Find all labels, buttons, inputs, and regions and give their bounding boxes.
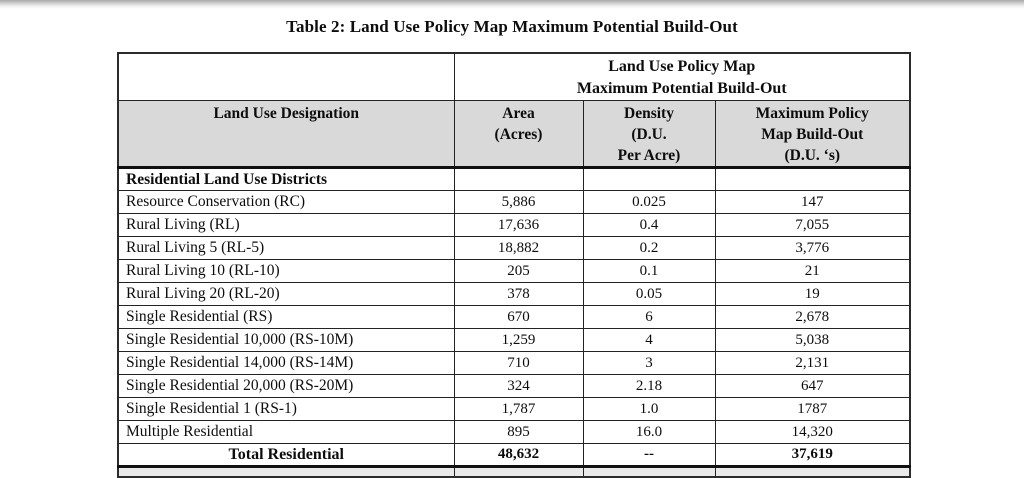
table-cell bbox=[582, 166, 716, 191]
total-buildout: 37,619 bbox=[714, 443, 911, 468]
span-header-cell: Land Use Policy Map Maximum Potential Bu… bbox=[453, 52, 911, 101]
table-cell: 3 bbox=[582, 351, 716, 375]
table-row: Single Residential 14,000 (RS-14M) 710 3… bbox=[117, 351, 911, 375]
table-cell: Single Residential 14,000 (RS-14M) bbox=[117, 351, 455, 375]
table-cell bbox=[117, 466, 455, 477]
table-cell bbox=[453, 466, 584, 477]
table-cell: 1787 bbox=[714, 397, 911, 421]
table-cell bbox=[453, 166, 584, 191]
table-row: Rural Living (RL) 17,636 0.4 7,055 bbox=[117, 213, 911, 237]
table-cell: Single Residential (RS) bbox=[117, 305, 455, 329]
table-cell: 205 bbox=[453, 259, 584, 283]
table-row: Rural Living 5 (RL-5) 18,882 0.2 3,776 bbox=[117, 236, 911, 260]
column-header-row: Land Use Designation Area (Acres) Densit… bbox=[117, 100, 911, 168]
table-cell: Single Residential 10,000 (RS-10M) bbox=[117, 328, 455, 352]
table-cell: Rural Living 20 (RL-20) bbox=[117, 282, 455, 306]
table-cell bbox=[714, 166, 911, 191]
table-cell: 7,055 bbox=[714, 213, 911, 237]
table-row: Rural Living 10 (RL-10) 205 0.1 21 bbox=[117, 259, 911, 283]
total-row: Total Residential 48,632 -- 37,619 bbox=[117, 443, 911, 468]
table-cell: 670 bbox=[453, 305, 584, 329]
table-cell: 16.0 bbox=[582, 420, 716, 444]
table-cell: 147 bbox=[714, 190, 911, 214]
section-label: Residential Land Use Districts bbox=[117, 166, 455, 191]
table-cell: 1.0 bbox=[582, 397, 716, 421]
table-row: Single Residential 10,000 (RS-10M) 1,259… bbox=[117, 328, 911, 352]
table-row: Resource Conservation (RC) 5,886 0.025 1… bbox=[117, 190, 911, 214]
total-density: -- bbox=[582, 443, 716, 468]
table-cell: 17,636 bbox=[453, 213, 584, 237]
table-cell: 2.18 bbox=[582, 374, 716, 398]
total-area: 48,632 bbox=[453, 443, 584, 468]
table-cell: 1,787 bbox=[453, 397, 584, 421]
total-label: Total Residential bbox=[117, 443, 455, 468]
table-row: Single Residential 1 (RS-1) 1,787 1.0 17… bbox=[117, 397, 911, 421]
table-cell: Rural Living 10 (RL-10) bbox=[117, 259, 455, 283]
table-cell: 5,038 bbox=[714, 328, 911, 352]
column-header-area: Area (Acres) bbox=[453, 100, 584, 168]
table-cell: 19 bbox=[714, 282, 911, 306]
table-cell: 0.1 bbox=[582, 259, 716, 283]
table-cell: Rural Living 5 (RL-5) bbox=[117, 236, 455, 260]
table-cell: 0.05 bbox=[582, 282, 716, 306]
table-cell: 3,776 bbox=[714, 236, 911, 260]
column-header-max-buildout: Maximum Policy Map Build-Out (D.U. ‘s) bbox=[714, 100, 911, 168]
table-row: Single Residential (RS) 670 6 2,678 bbox=[117, 305, 911, 329]
table-cell: Single Residential 1 (RS-1) bbox=[117, 397, 455, 421]
table-cell: 2,131 bbox=[714, 351, 911, 375]
table-cell: 21 bbox=[714, 259, 911, 283]
table-cell: 5,886 bbox=[453, 190, 584, 214]
table-cell: 710 bbox=[453, 351, 584, 375]
table-cell: 895 bbox=[453, 420, 584, 444]
table-cell: 1,259 bbox=[453, 328, 584, 352]
table-cell: 0.4 bbox=[582, 213, 716, 237]
table-cell bbox=[714, 466, 911, 477]
column-header-land-use-designation: Land Use Designation bbox=[117, 100, 455, 168]
table-cell: 0.025 bbox=[582, 190, 716, 214]
table-cell: 0.2 bbox=[582, 236, 716, 260]
page-top-edge-shadow bbox=[0, 0, 1024, 9]
table-cell bbox=[582, 466, 716, 477]
table-title: Table 2: Land Use Policy Map Maximum Pot… bbox=[286, 17, 738, 36]
table-cell: 324 bbox=[453, 374, 584, 398]
section-header-row: Residential Land Use Districts bbox=[117, 166, 911, 191]
table-cell: 378 bbox=[453, 282, 584, 306]
table-row: Land Use Policy Map Maximum Potential Bu… bbox=[117, 52, 911, 101]
next-section-partial-row bbox=[117, 466, 911, 477]
table-row: Multiple Residential 895 16.0 14,320 bbox=[117, 420, 911, 444]
buildout-table-container: Land Use Policy Map Maximum Potential Bu… bbox=[117, 52, 912, 478]
table-cell: 6 bbox=[582, 305, 716, 329]
table-row: Rural Living 20 (RL-20) 378 0.05 19 bbox=[117, 282, 911, 306]
column-header-density: Density (D.U. Per Acre) bbox=[582, 100, 716, 168]
table-cell: Single Residential 20,000 (RS-20M) bbox=[117, 374, 455, 398]
table-cell: Multiple Residential bbox=[117, 420, 455, 444]
table-cell: 2,678 bbox=[714, 305, 911, 329]
table-cell: 647 bbox=[714, 374, 911, 398]
table-cell: Rural Living (RL) bbox=[117, 213, 455, 237]
table-cell: 14,320 bbox=[714, 420, 911, 444]
table-cell: Resource Conservation (RC) bbox=[117, 190, 455, 214]
empty-corner-cell bbox=[117, 52, 455, 101]
table-cell: 4 bbox=[582, 328, 716, 352]
table-row: Single Residential 20,000 (RS-20M) 324 2… bbox=[117, 374, 911, 398]
buildout-table: Land Use Policy Map Maximum Potential Bu… bbox=[117, 52, 912, 478]
table-cell: 18,882 bbox=[453, 236, 584, 260]
